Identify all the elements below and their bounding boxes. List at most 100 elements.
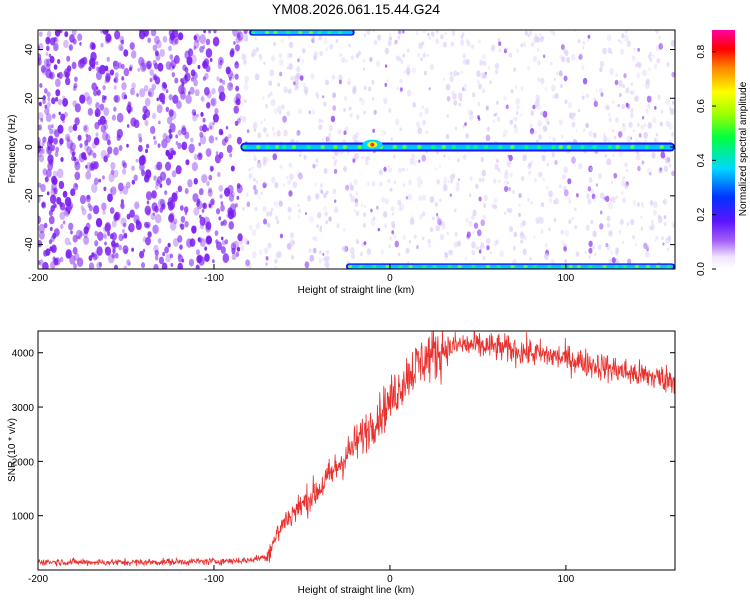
- spectrogram-speckle: [59, 137, 64, 145]
- spectrogram-speckle: [72, 100, 77, 107]
- spectrogram-speckle: [503, 185, 509, 193]
- spectrogram-speckle: [360, 203, 364, 208]
- spectrogram-speckle: [402, 30, 405, 34]
- spectrogram-speckle: [348, 43, 351, 48]
- spectrogram-speckle: [493, 240, 498, 247]
- spectrogram-speckle: [654, 238, 657, 242]
- spectrogram-speckle: [262, 205, 267, 212]
- spectrogram-speckle: [177, 262, 183, 269]
- spectrogram-speckle: [113, 78, 117, 83]
- spectrogram-speckle: [634, 95, 639, 103]
- spectrogram-streak-peak: [630, 145, 635, 150]
- spectrogram-speckle: [621, 179, 626, 187]
- spectrogram-speckle: [113, 213, 119, 222]
- spectrogram-speckle: [492, 119, 496, 124]
- spectrogram-speckle: [110, 161, 116, 170]
- spectrogram-speckle: [175, 165, 182, 175]
- spectrogram-speckle: [230, 47, 235, 55]
- spectrogram-speckle: [347, 81, 351, 86]
- spectrogram-speckle: [188, 143, 195, 154]
- spectrogram-speckle: [649, 172, 652, 176]
- spectrogram-speckle: [176, 100, 182, 109]
- spectrogram-speckle: [298, 172, 303, 180]
- spectrogram-speckle: [644, 81, 650, 90]
- spectrogram-speckle: [650, 219, 654, 225]
- spectrogram-speckle: [425, 130, 429, 135]
- spectrogram-speckle: [241, 32, 245, 38]
- spectrogram-speckle: [494, 163, 499, 170]
- spectrogram-speckle: [214, 230, 219, 236]
- spectrogram-speckle: [138, 56, 145, 66]
- spectrogram-speckle: [587, 186, 592, 192]
- spectrogram-speckle: [164, 161, 172, 171]
- spectrogram-speckle: [126, 259, 131, 266]
- spectrogram-speckle: [540, 229, 544, 234]
- spectrogram-speckle: [209, 58, 213, 63]
- spectrogram-speckle: [205, 64, 211, 73]
- spectrogram-speckle: [263, 180, 267, 185]
- spectrogram-speckle: [72, 246, 78, 255]
- spectrogram-speckle: [636, 72, 641, 79]
- spectrogram-speckle: [390, 206, 395, 212]
- spectrogram-speckle: [169, 220, 177, 231]
- spectrogram-speckle: [71, 151, 75, 157]
- spectrogram-speckle: [175, 134, 179, 139]
- spectrogram-speckle: [165, 177, 172, 186]
- spectrogram-speckle: [643, 242, 648, 250]
- spectrogram-streak-peak: [576, 265, 582, 269]
- spectrogram-speckle: [528, 170, 532, 175]
- spectrogram-speckle: [185, 94, 192, 105]
- spectrogram-speckle: [353, 178, 358, 186]
- spectrogram-speckle: [619, 40, 623, 45]
- spectrogram-speckle: [102, 175, 105, 180]
- spectrogram-speckle: [393, 40, 397, 45]
- spectrogram-speckle: [622, 175, 626, 180]
- spectrogram-speckle: [152, 59, 157, 67]
- spectrogram-speckle: [69, 255, 76, 265]
- spectrogram-speckle: [548, 190, 553, 198]
- spectrogram-speckle: [111, 232, 117, 241]
- spectrogram-speckle: [169, 54, 174, 60]
- spectrogram-speckle: [260, 120, 263, 125]
- spectrogram-speckle: [544, 252, 549, 260]
- spectrogram-speckle: [91, 82, 97, 91]
- spectrogram-speckle: [332, 92, 336, 99]
- spectrogram-speckle: [480, 219, 485, 227]
- spectrogram-speckle: [283, 86, 288, 94]
- spectrogram-speckle: [130, 87, 135, 96]
- spectrogram-streak-peak: [451, 145, 456, 150]
- spectrogram-speckle: [640, 226, 644, 231]
- spectrogram-speckle: [252, 185, 256, 191]
- spectrogram-speckle: [185, 159, 190, 166]
- spectrogram-speckle: [349, 113, 353, 118]
- snr-y-label: SNR (10 * v/v): [7, 418, 18, 482]
- spectrogram-speckle: [171, 72, 176, 78]
- spectrogram-speckle: [637, 165, 641, 172]
- spectrogram-speckle: [88, 255, 93, 261]
- spectrogram-speckle: [429, 63, 434, 71]
- spectrogram-speckle: [530, 201, 533, 205]
- spectrogram-speckle: [486, 245, 490, 251]
- spectrogram-speckle: [149, 77, 153, 83]
- spectrogram-speckle: [136, 93, 139, 97]
- spectrogram-speckle: [193, 33, 201, 43]
- spectrogram-speckle: [215, 151, 219, 155]
- spectrogram-speckle: [41, 141, 45, 147]
- spectrogram-speckle: [354, 198, 358, 204]
- spectrogram-speckle: [355, 191, 358, 196]
- spectrogram-speckle: [314, 182, 317, 186]
- spectrogram-speckle: [466, 41, 471, 47]
- colorbar-tick-label: 0.4: [696, 153, 707, 167]
- spectrogram-speckle: [662, 198, 668, 205]
- spectrogram-speckle: [371, 180, 376, 187]
- spectrogram-speckle: [634, 63, 638, 68]
- spectrogram-speckle: [47, 124, 52, 131]
- spectrogram-speckle: [197, 64, 201, 70]
- spectrogram-speckle: [139, 162, 145, 172]
- spectrogram-speckle: [508, 154, 513, 162]
- spectrogram-speckle: [670, 39, 675, 47]
- spectrogram-speckle: [102, 209, 106, 215]
- spectrogram-speckle: [184, 220, 189, 228]
- spectrogram-speckle: [367, 155, 371, 161]
- spectrogram-speckle: [496, 158, 499, 164]
